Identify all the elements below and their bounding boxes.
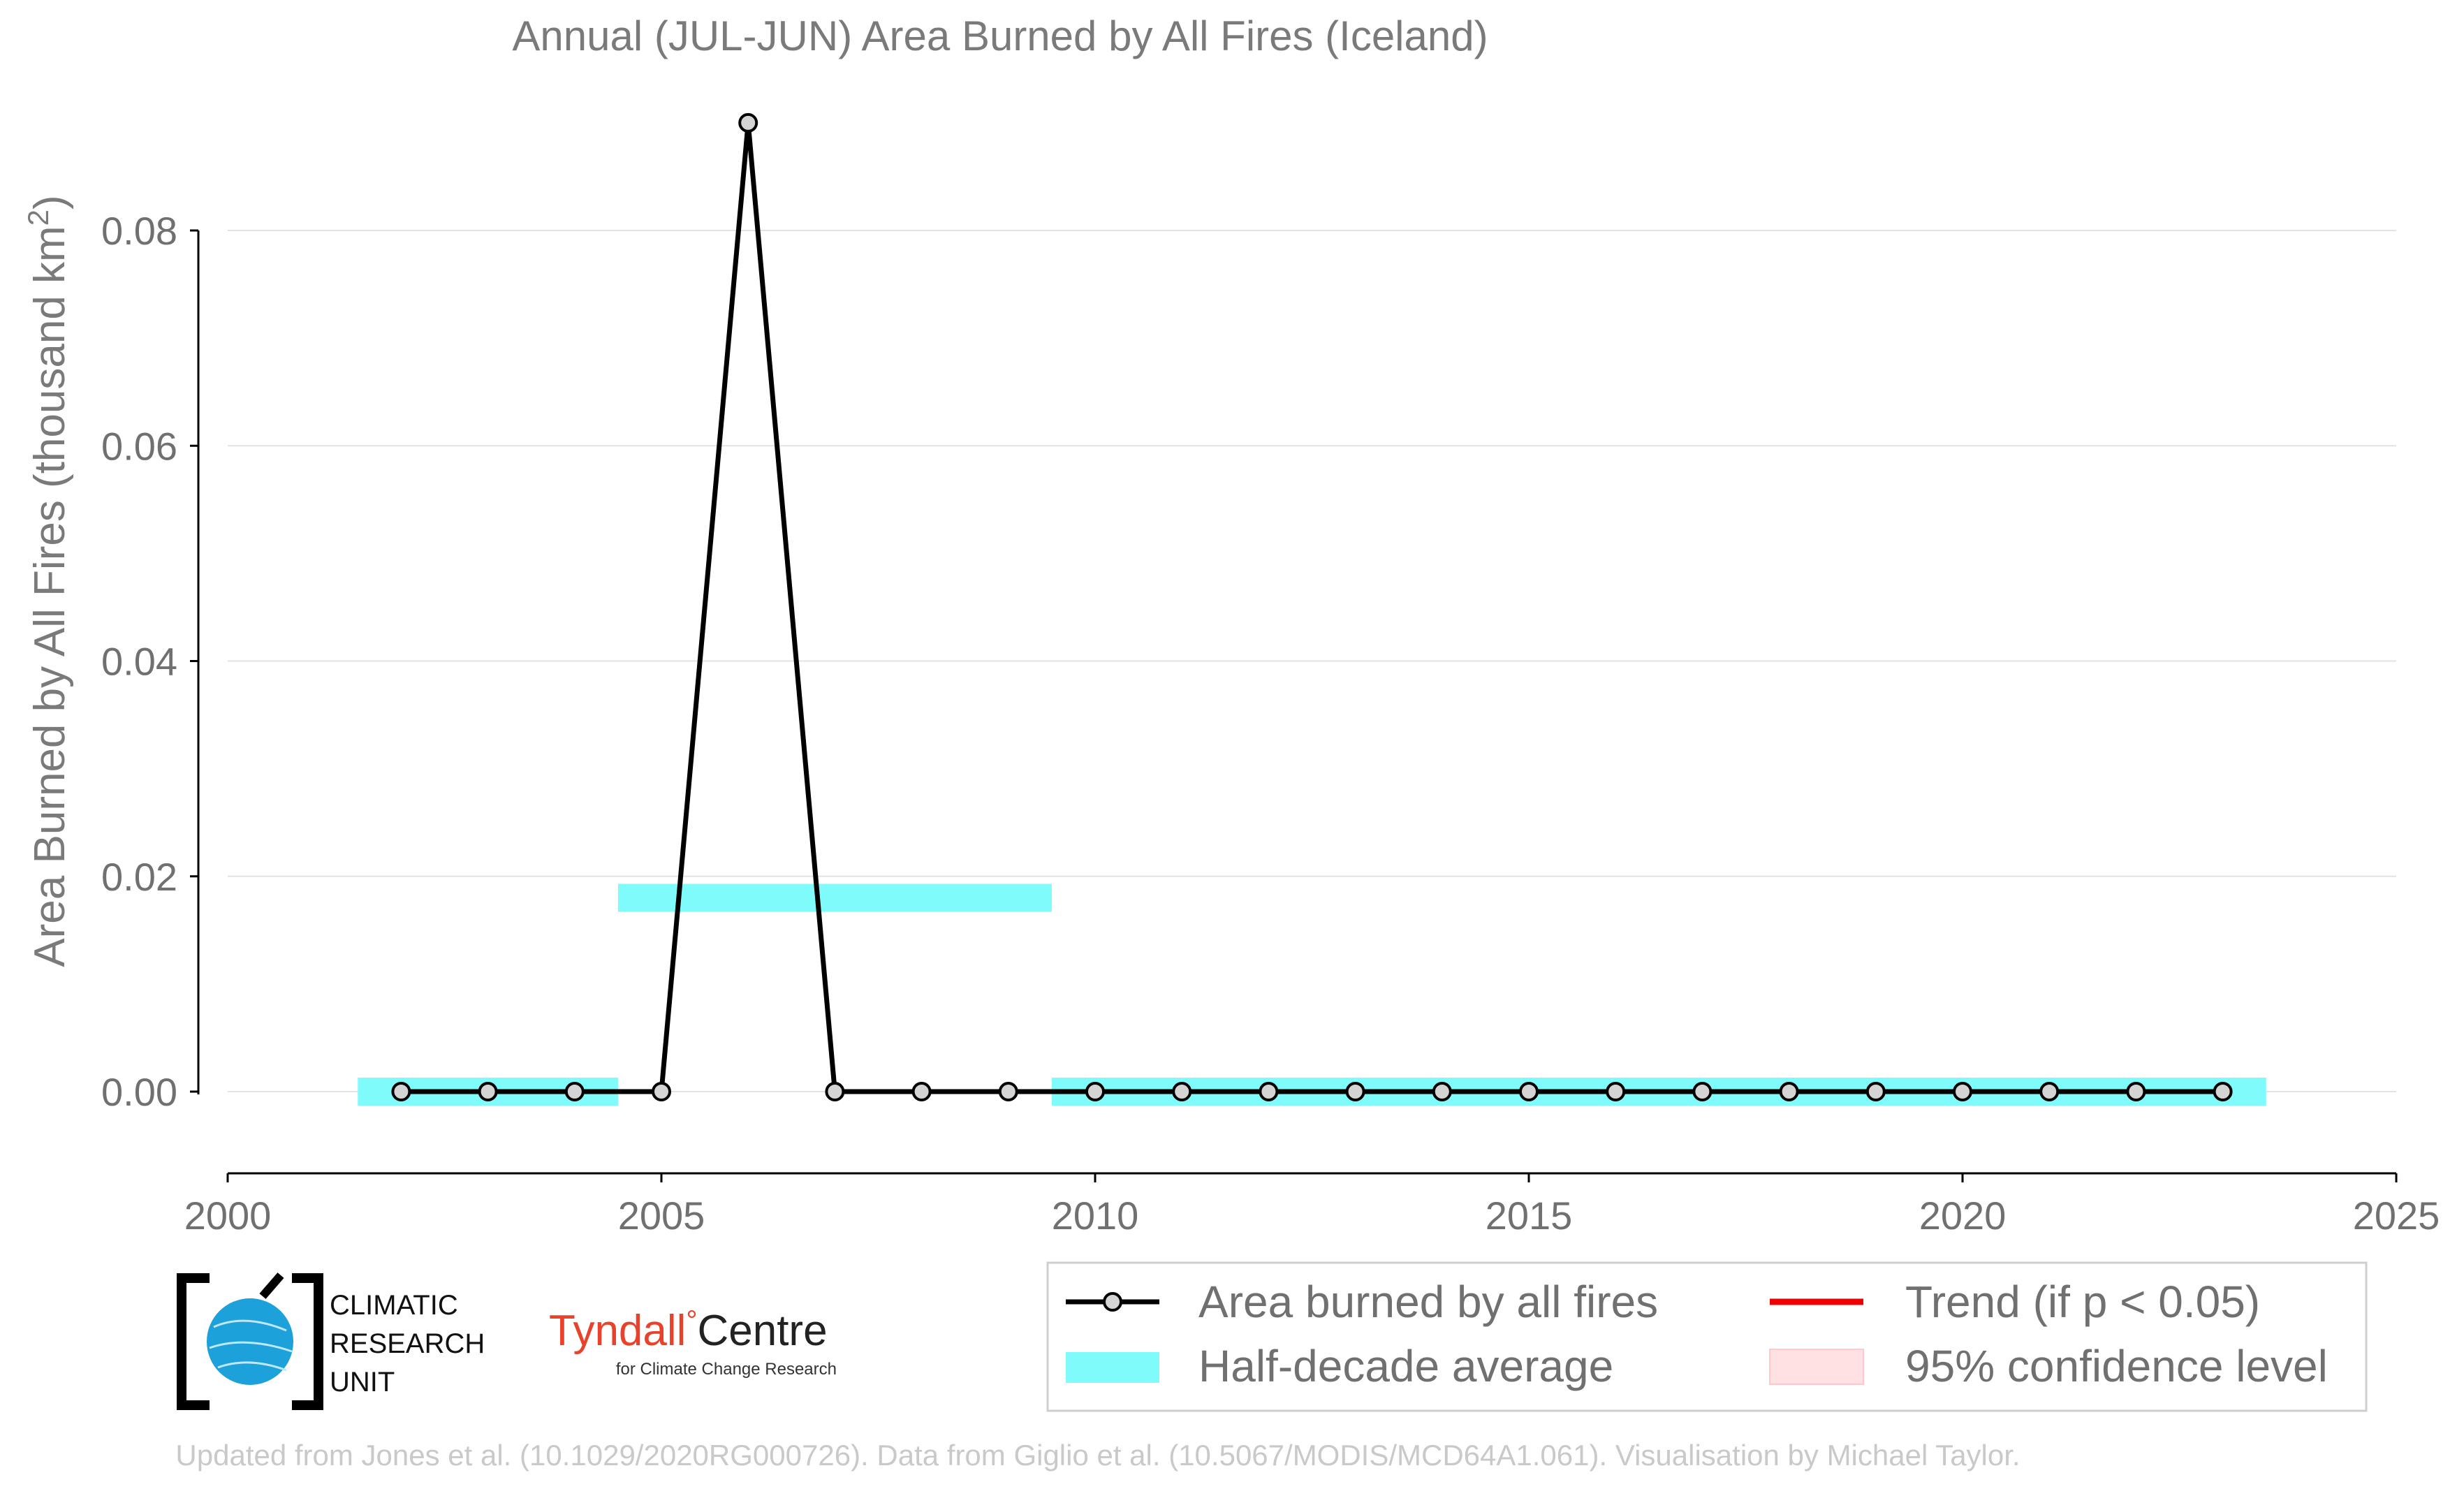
- data-point: [2126, 1082, 2146, 1101]
- data-point: [1865, 1082, 1886, 1101]
- axes: [197, 230, 2396, 1175]
- data-point: [1085, 1082, 1105, 1101]
- data-point: [1606, 1082, 1626, 1101]
- data-point: [1172, 1082, 1192, 1101]
- legend-label-area-burned: Area burned by all fires: [1198, 1277, 1658, 1327]
- x-tick-label: 2015: [1486, 1194, 1573, 1238]
- tyndall-main: Tyndall: [549, 1307, 686, 1355]
- data-point: [1345, 1082, 1365, 1101]
- data-point: [1953, 1082, 1972, 1101]
- x-tick-label: 2005: [618, 1194, 705, 1238]
- y-tick-label: 0.00: [101, 1070, 177, 1114]
- x-tick-label: 2020: [1919, 1194, 2007, 1238]
- chart-title: Annual (JUL-JUN) Area Burned by All Fire…: [512, 13, 1488, 59]
- data-point: [1519, 1082, 1539, 1101]
- series-line: [401, 122, 2223, 1094]
- gridlines: [228, 230, 2396, 1092]
- x-tick-label: 2000: [184, 1194, 272, 1238]
- data-point: [1432, 1082, 1452, 1101]
- x-tick-label: 2025: [2353, 1194, 2440, 1238]
- data-point: [1692, 1082, 1713, 1101]
- y-axis-label-close: ): [26, 195, 74, 210]
- footer-credit: Updated from Jones et al. (10.1029/2020R…: [175, 1439, 2020, 1472]
- cru-line-3: UNIT: [330, 1367, 395, 1398]
- series-area-burned: [391, 112, 2233, 1101]
- data-point: [2213, 1082, 2233, 1101]
- data-point: [2039, 1082, 2060, 1101]
- half-decade-bar: [617, 883, 1052, 912]
- globe-lines: [209, 1319, 293, 1372]
- y-tick-label: 0.02: [101, 855, 177, 899]
- data-point: [478, 1082, 498, 1101]
- cru-bracket-right: [292, 1273, 323, 1410]
- data-point: [391, 1082, 411, 1101]
- data-point: [1779, 1082, 1799, 1101]
- legend-label-confidence: 95% confidence level: [1905, 1341, 2328, 1391]
- legend-label-trend: Trend (if p < 0.05): [1905, 1277, 2260, 1327]
- data-point: [738, 112, 758, 133]
- y-axis-label-superscript: 2: [22, 210, 54, 226]
- data-point: [652, 1082, 671, 1101]
- data-point: [911, 1082, 932, 1101]
- legend-swatch-confidence: [1769, 1349, 1864, 1385]
- x-ticks: 2000 2005 2010 2015 2020 2025: [184, 1173, 2440, 1238]
- tyndall-degree: °: [686, 1305, 697, 1336]
- y-ticks: 0.00 0.02 0.04 0.06 0.08: [101, 209, 198, 1114]
- data-point: [564, 1082, 585, 1101]
- tyndall-wordmark: Tyndall°Centre: [549, 1305, 828, 1355]
- x-tick-label: 2010: [1052, 1194, 1139, 1238]
- data-point: [1259, 1082, 1279, 1101]
- cru-line-2: RESEARCH: [330, 1328, 485, 1359]
- legend-label-half-decade: Half-decade average: [1198, 1341, 1613, 1391]
- y-tick-label: 0.08: [101, 209, 177, 253]
- cru-line-1: CLIMATIC: [330, 1290, 458, 1321]
- y-tick-label: 0.04: [101, 640, 177, 684]
- data-point: [825, 1082, 845, 1101]
- y-axis-label: Area Burned by All Fires (thousand km2): [22, 195, 75, 967]
- legend-swatch-half-decade: [1066, 1352, 1159, 1383]
- legend: Area burned by all fires Half-decade ave…: [1046, 1261, 2368, 1412]
- y-tick-label: 0.06: [101, 424, 177, 468]
- tyndall-logo: Tyndall°Centre for Climate Change Resear…: [549, 1305, 837, 1379]
- y-axis-label-text: Area Burned by All Fires (thousand km: [26, 226, 74, 967]
- cru-bracket-left: [177, 1273, 210, 1410]
- cru-slash: [259, 1272, 284, 1299]
- legend-marker-area-burned: [1103, 1292, 1122, 1312]
- tyndall-centre: Centre: [697, 1307, 827, 1355]
- data-point: [998, 1082, 1018, 1101]
- tyndall-sub: for Climate Change Research: [616, 1360, 837, 1379]
- half-decade-average-bars: [358, 883, 2266, 1106]
- cru-logo: CLIMATIC RESEARCH UNIT: [177, 1272, 485, 1410]
- legend-box: [1046, 1261, 2368, 1412]
